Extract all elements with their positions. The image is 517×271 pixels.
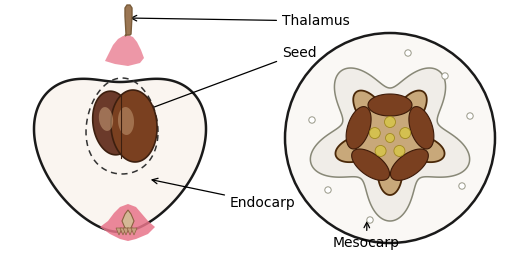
- Circle shape: [375, 146, 386, 156]
- Polygon shape: [336, 91, 445, 195]
- Polygon shape: [100, 204, 155, 241]
- Circle shape: [385, 117, 396, 127]
- Polygon shape: [127, 228, 133, 235]
- Text: Thalamus: Thalamus: [131, 14, 349, 28]
- Polygon shape: [368, 94, 412, 116]
- Polygon shape: [123, 228, 129, 235]
- Circle shape: [386, 134, 394, 143]
- Polygon shape: [93, 91, 133, 155]
- Circle shape: [442, 73, 448, 79]
- Polygon shape: [99, 107, 113, 131]
- Text: Mesocarp: Mesocarp: [333, 222, 400, 250]
- Circle shape: [325, 187, 331, 193]
- Circle shape: [400, 128, 410, 138]
- Polygon shape: [131, 228, 137, 235]
- Polygon shape: [111, 90, 157, 162]
- Polygon shape: [105, 35, 144, 66]
- Circle shape: [459, 183, 465, 189]
- Polygon shape: [390, 149, 428, 180]
- Polygon shape: [310, 68, 469, 221]
- Circle shape: [367, 217, 373, 223]
- Polygon shape: [118, 107, 134, 135]
- Text: Endocarp: Endocarp: [152, 178, 296, 210]
- Circle shape: [309, 117, 315, 123]
- Polygon shape: [120, 228, 126, 235]
- Polygon shape: [409, 107, 434, 149]
- Circle shape: [369, 128, 381, 138]
- Polygon shape: [122, 210, 134, 230]
- Circle shape: [467, 113, 473, 119]
- Polygon shape: [116, 228, 122, 235]
- Circle shape: [394, 146, 405, 156]
- Text: Seed: Seed: [126, 46, 316, 118]
- Circle shape: [285, 33, 495, 243]
- Polygon shape: [352, 149, 389, 180]
- Polygon shape: [346, 107, 371, 149]
- Polygon shape: [34, 79, 206, 232]
- Circle shape: [405, 50, 411, 56]
- Polygon shape: [125, 5, 132, 36]
